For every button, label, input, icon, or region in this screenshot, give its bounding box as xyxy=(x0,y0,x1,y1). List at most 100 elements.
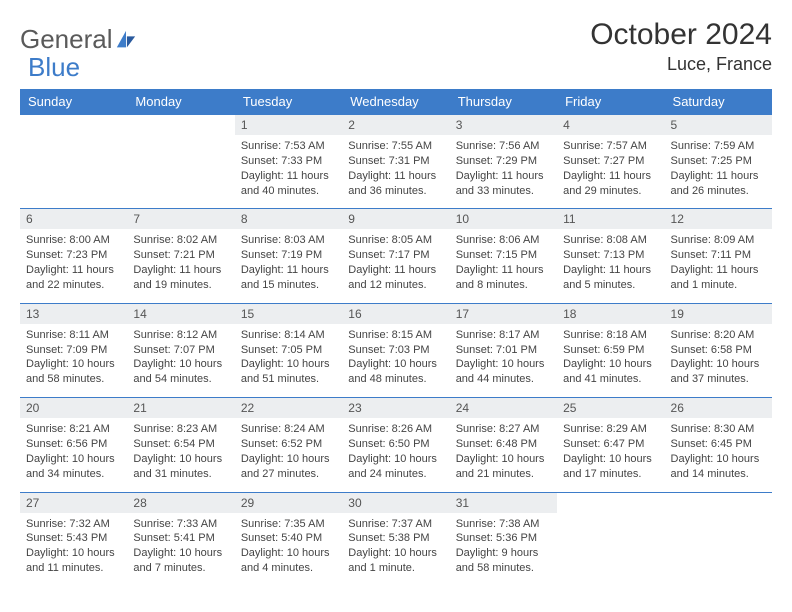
content-row: Sunrise: 8:21 AMSunset: 6:56 PMDaylight:… xyxy=(20,418,772,492)
content-row: Sunrise: 8:00 AMSunset: 7:23 PMDaylight:… xyxy=(20,229,772,303)
day-cell: Sunrise: 8:12 AMSunset: 7:07 PMDaylight:… xyxy=(127,324,234,398)
daylight-text: Daylight: 10 hours and 11 minutes. xyxy=(26,546,121,576)
daylight-text: Daylight: 11 hours and 19 minutes. xyxy=(133,263,228,293)
daylight-text: Daylight: 10 hours and 54 minutes. xyxy=(133,357,228,387)
sunset-text: Sunset: 7:27 PM xyxy=(563,154,658,169)
day-number: 13 xyxy=(20,303,127,324)
day-number: 11 xyxy=(557,209,664,230)
day-cell: Sunrise: 8:24 AMSunset: 6:52 PMDaylight:… xyxy=(235,418,342,492)
sunrise-text: Sunrise: 7:53 AM xyxy=(241,139,336,154)
day-number: 8 xyxy=(235,209,342,230)
day-cell: Sunrise: 8:09 AMSunset: 7:11 PMDaylight:… xyxy=(665,229,772,303)
daylight-text: Daylight: 10 hours and 7 minutes. xyxy=(133,546,228,576)
day-cell: Sunrise: 8:08 AMSunset: 7:13 PMDaylight:… xyxy=(557,229,664,303)
sunrise-text: Sunrise: 8:20 AM xyxy=(671,328,766,343)
sunset-text: Sunset: 6:59 PM xyxy=(563,343,658,358)
sunset-text: Sunset: 7:19 PM xyxy=(241,248,336,263)
daylight-text: Daylight: 9 hours and 58 minutes. xyxy=(456,546,551,576)
daylight-text: Daylight: 10 hours and 37 minutes. xyxy=(671,357,766,387)
sunset-text: Sunset: 5:43 PM xyxy=(26,531,121,546)
day-number: 7 xyxy=(127,209,234,230)
sunset-text: Sunset: 7:17 PM xyxy=(348,248,443,263)
daynum-row: 12345 xyxy=(20,115,772,136)
weekday-header: Thursday xyxy=(450,89,557,115)
sunset-text: Sunset: 5:40 PM xyxy=(241,531,336,546)
daylight-text: Daylight: 11 hours and 33 minutes. xyxy=(456,169,551,199)
weekday-header: Wednesday xyxy=(342,89,449,115)
sunset-text: Sunset: 6:45 PM xyxy=(671,437,766,452)
daylight-text: Daylight: 10 hours and 27 minutes. xyxy=(241,452,336,482)
sunrise-text: Sunrise: 8:15 AM xyxy=(348,328,443,343)
day-cell: Sunrise: 7:56 AMSunset: 7:29 PMDaylight:… xyxy=(450,135,557,209)
sunrise-text: Sunrise: 8:27 AM xyxy=(456,422,551,437)
sunrise-text: Sunrise: 8:09 AM xyxy=(671,233,766,248)
day-cell: Sunrise: 8:11 AMSunset: 7:09 PMDaylight:… xyxy=(20,324,127,398)
daylight-text: Daylight: 11 hours and 22 minutes. xyxy=(26,263,121,293)
daylight-text: Daylight: 11 hours and 26 minutes. xyxy=(671,169,766,199)
sunrise-text: Sunrise: 8:18 AM xyxy=(563,328,658,343)
sunset-text: Sunset: 7:33 PM xyxy=(241,154,336,169)
day-number xyxy=(20,115,127,136)
sunset-text: Sunset: 6:58 PM xyxy=(671,343,766,358)
day-cell: Sunrise: 8:14 AMSunset: 7:05 PMDaylight:… xyxy=(235,324,342,398)
day-cell xyxy=(20,135,127,209)
sunset-text: Sunset: 5:41 PM xyxy=(133,531,228,546)
day-cell: Sunrise: 7:53 AMSunset: 7:33 PMDaylight:… xyxy=(235,135,342,209)
daylight-text: Daylight: 10 hours and 4 minutes. xyxy=(241,546,336,576)
header: General October 2024 Luce, France xyxy=(20,18,772,75)
sunset-text: Sunset: 6:56 PM xyxy=(26,437,121,452)
sunset-text: Sunset: 7:13 PM xyxy=(563,248,658,263)
day-cell: Sunrise: 8:05 AMSunset: 7:17 PMDaylight:… xyxy=(342,229,449,303)
daylight-text: Daylight: 11 hours and 5 minutes. xyxy=(563,263,658,293)
day-number: 16 xyxy=(342,303,449,324)
day-number: 21 xyxy=(127,398,234,419)
weekday-header: Tuesday xyxy=(235,89,342,115)
day-cell: Sunrise: 8:21 AMSunset: 6:56 PMDaylight:… xyxy=(20,418,127,492)
sunrise-text: Sunrise: 8:05 AM xyxy=(348,233,443,248)
daylight-text: Daylight: 10 hours and 51 minutes. xyxy=(241,357,336,387)
daylight-text: Daylight: 10 hours and 14 minutes. xyxy=(671,452,766,482)
day-cell: Sunrise: 8:20 AMSunset: 6:58 PMDaylight:… xyxy=(665,324,772,398)
sunrise-text: Sunrise: 8:17 AM xyxy=(456,328,551,343)
day-cell: Sunrise: 8:06 AMSunset: 7:15 PMDaylight:… xyxy=(450,229,557,303)
day-number: 12 xyxy=(665,209,772,230)
daylight-text: Daylight: 11 hours and 40 minutes. xyxy=(241,169,336,199)
sunrise-text: Sunrise: 7:57 AM xyxy=(563,139,658,154)
sunset-text: Sunset: 6:52 PM xyxy=(241,437,336,452)
day-number: 2 xyxy=(342,115,449,136)
daylight-text: Daylight: 11 hours and 29 minutes. xyxy=(563,169,658,199)
content-row: Sunrise: 8:11 AMSunset: 7:09 PMDaylight:… xyxy=(20,324,772,398)
weekday-header: Sunday xyxy=(20,89,127,115)
daylight-text: Daylight: 10 hours and 34 minutes. xyxy=(26,452,121,482)
sunrise-text: Sunrise: 7:56 AM xyxy=(456,139,551,154)
daylight-text: Daylight: 11 hours and 8 minutes. xyxy=(456,263,551,293)
content-row: Sunrise: 7:32 AMSunset: 5:43 PMDaylight:… xyxy=(20,513,772,586)
sunrise-text: Sunrise: 8:00 AM xyxy=(26,233,121,248)
daylight-text: Daylight: 11 hours and 15 minutes. xyxy=(241,263,336,293)
title-block: October 2024 Luce, France xyxy=(590,18,772,75)
day-number: 17 xyxy=(450,303,557,324)
daylight-text: Daylight: 10 hours and 1 minute. xyxy=(348,546,443,576)
day-cell: Sunrise: 7:32 AMSunset: 5:43 PMDaylight:… xyxy=(20,513,127,586)
logo-sail-icon xyxy=(115,29,137,51)
daylight-text: Daylight: 10 hours and 17 minutes. xyxy=(563,452,658,482)
sunrise-text: Sunrise: 7:37 AM xyxy=(348,517,443,532)
sunset-text: Sunset: 5:38 PM xyxy=(348,531,443,546)
sunset-text: Sunset: 6:47 PM xyxy=(563,437,658,452)
sunrise-text: Sunrise: 7:32 AM xyxy=(26,517,121,532)
day-cell: Sunrise: 7:55 AMSunset: 7:31 PMDaylight:… xyxy=(342,135,449,209)
sunrise-text: Sunrise: 7:38 AM xyxy=(456,517,551,532)
day-number: 27 xyxy=(20,492,127,513)
sunset-text: Sunset: 7:31 PM xyxy=(348,154,443,169)
day-cell: Sunrise: 8:27 AMSunset: 6:48 PMDaylight:… xyxy=(450,418,557,492)
content-row: Sunrise: 7:53 AMSunset: 7:33 PMDaylight:… xyxy=(20,135,772,209)
day-number: 26 xyxy=(665,398,772,419)
sunrise-text: Sunrise: 8:23 AM xyxy=(133,422,228,437)
daylight-text: Daylight: 10 hours and 58 minutes. xyxy=(26,357,121,387)
day-number: 5 xyxy=(665,115,772,136)
sunrise-text: Sunrise: 8:30 AM xyxy=(671,422,766,437)
weekday-header: Saturday xyxy=(665,89,772,115)
sunrise-text: Sunrise: 8:26 AM xyxy=(348,422,443,437)
daylight-text: Daylight: 11 hours and 1 minute. xyxy=(671,263,766,293)
sunset-text: Sunset: 7:01 PM xyxy=(456,343,551,358)
